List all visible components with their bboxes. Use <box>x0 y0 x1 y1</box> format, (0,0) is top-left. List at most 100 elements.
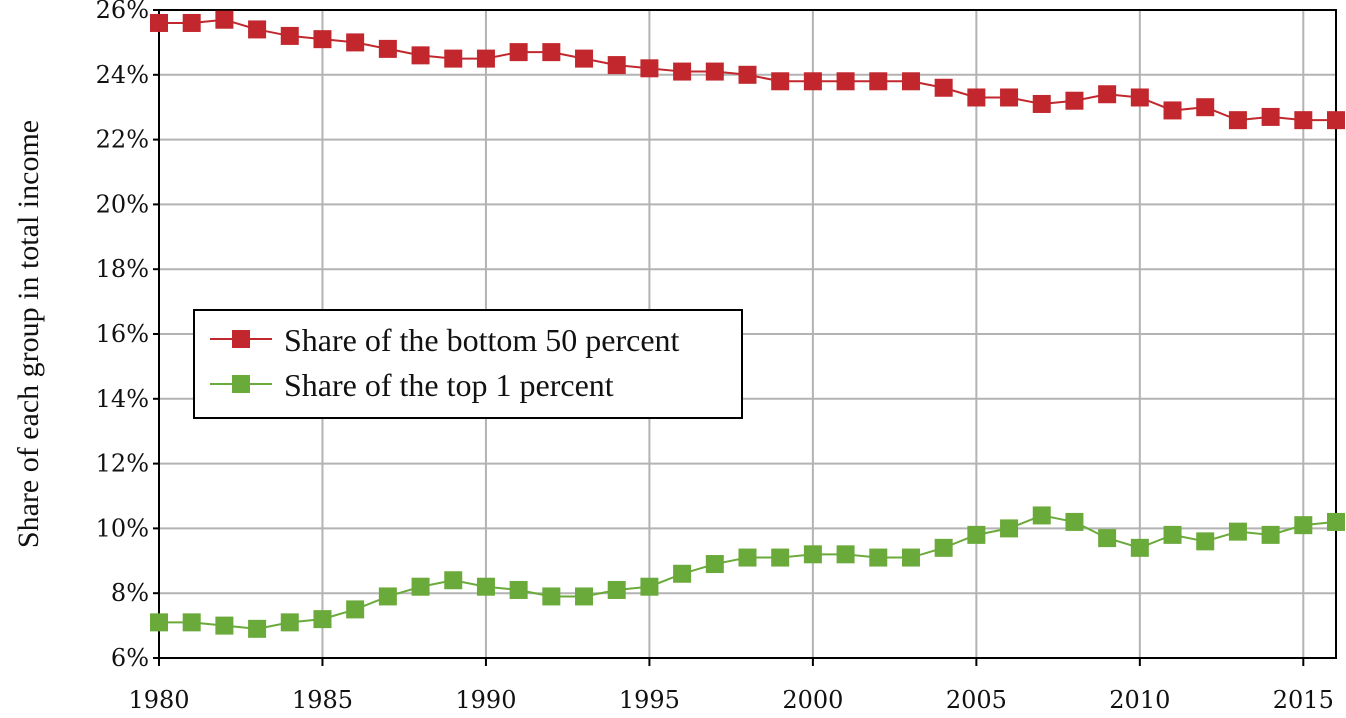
data-point <box>640 59 659 78</box>
data-point <box>1163 525 1182 544</box>
data-point <box>967 525 986 544</box>
data-point <box>705 555 724 574</box>
data-point <box>738 65 757 84</box>
data-point <box>313 30 332 49</box>
data-point <box>607 580 626 599</box>
data-point <box>313 610 332 629</box>
data-point <box>280 613 299 632</box>
data-point <box>509 580 528 599</box>
data-point <box>444 49 463 68</box>
data-point <box>1228 111 1247 130</box>
y-tick-label: 12% <box>96 450 149 478</box>
data-point <box>803 72 822 91</box>
y-tick-label: 16% <box>96 320 149 348</box>
data-point <box>934 538 953 557</box>
data-point <box>215 616 234 635</box>
series-line <box>159 514 1337 630</box>
legend-box <box>193 309 743 419</box>
data-point <box>803 545 822 564</box>
data-point <box>771 72 790 91</box>
data-point <box>1032 94 1051 113</box>
data-point <box>640 577 659 596</box>
data-point <box>444 571 463 590</box>
data-point <box>248 619 267 638</box>
data-point <box>1294 516 1313 535</box>
data-point <box>1196 98 1215 117</box>
data-point <box>378 587 397 606</box>
data-point <box>1130 538 1149 557</box>
y-tick-label: 20% <box>96 190 149 218</box>
data-point <box>1065 512 1084 531</box>
data-point <box>869 548 888 567</box>
y-tick-label: 6% <box>111 644 149 672</box>
legend-label-bottom50: Share of the bottom 50 percent <box>284 322 680 358</box>
data-point <box>1000 88 1019 107</box>
data-point <box>150 13 168 32</box>
data-point <box>280 26 299 45</box>
data-point <box>182 13 201 32</box>
data-point <box>542 587 561 606</box>
data-point <box>673 62 692 81</box>
data-point <box>378 39 397 58</box>
data-point <box>1130 88 1149 107</box>
data-point <box>346 33 365 52</box>
y-tick-label: 24% <box>96 61 149 89</box>
y-axis: 6% 8% 10% 12% 14% 16% 18% 20% 22% 24% 26% <box>96 0 159 672</box>
x-tick-label: 1995 <box>619 686 680 714</box>
data-point <box>248 20 267 39</box>
data-point <box>575 49 594 68</box>
data-point <box>836 72 855 91</box>
y-tick-label: 18% <box>96 255 149 283</box>
y-axis-title: Share of each group in total income <box>12 120 45 548</box>
series-layer <box>150 10 1345 638</box>
x-tick-label: 2015 <box>1273 686 1334 714</box>
data-point <box>738 548 757 567</box>
data-point <box>607 56 626 75</box>
data-point <box>934 78 953 97</box>
legend-marker-top1 <box>232 375 250 393</box>
x-axis: 1980 1985 1990 1995 2000 2005 2010 2015 <box>128 658 1334 714</box>
y-tick-label: 10% <box>96 514 149 542</box>
data-point <box>771 548 790 567</box>
data-point <box>411 577 430 596</box>
data-point <box>411 46 430 65</box>
legend: Share of the bottom 50 percent Share of … <box>193 309 743 419</box>
series-0 <box>150 10 1345 130</box>
x-tick-label: 1990 <box>455 686 516 714</box>
data-point <box>476 49 495 68</box>
data-point <box>1065 91 1084 110</box>
data-point <box>1261 107 1280 126</box>
data-point <box>1228 522 1247 541</box>
y-tick-label: 26% <box>96 0 149 24</box>
data-point <box>901 548 920 567</box>
data-point <box>673 564 692 583</box>
data-point <box>150 613 168 632</box>
data-point <box>836 545 855 564</box>
data-point <box>1196 532 1215 551</box>
data-point <box>1098 85 1117 104</box>
legend-marker-bottom50 <box>232 330 250 348</box>
data-point <box>1000 519 1019 538</box>
data-point <box>967 88 986 107</box>
data-point <box>901 72 920 91</box>
data-point <box>1327 111 1345 130</box>
data-point <box>1261 525 1280 544</box>
data-point <box>509 43 528 62</box>
data-point <box>1032 506 1051 525</box>
data-point <box>215 10 234 29</box>
data-point <box>575 587 594 606</box>
data-point <box>869 72 888 91</box>
y-tick-label: 14% <box>96 385 149 413</box>
legend-label-top1: Share of the top 1 percent <box>284 367 614 403</box>
x-tick-label: 2000 <box>782 686 843 714</box>
series-1 <box>150 506 1345 638</box>
x-tick-label: 1980 <box>128 686 189 714</box>
x-tick-label: 2010 <box>1109 686 1170 714</box>
data-point <box>705 62 724 81</box>
data-point <box>182 613 201 632</box>
data-point <box>1327 512 1345 531</box>
data-point <box>542 43 561 62</box>
data-point <box>1163 101 1182 120</box>
data-point <box>1098 529 1117 548</box>
